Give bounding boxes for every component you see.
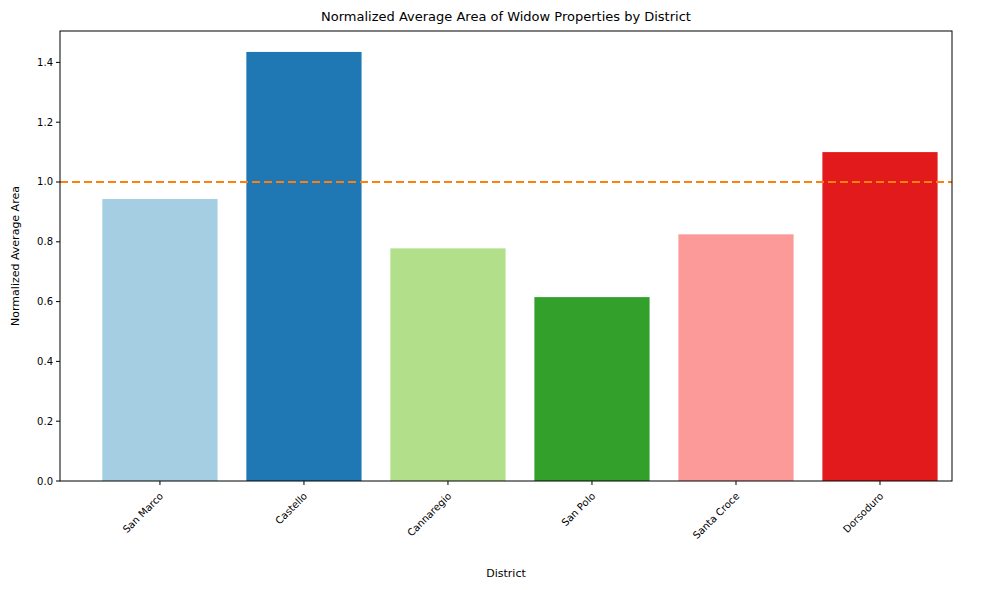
bars <box>60 52 952 481</box>
x-tick <box>735 481 736 485</box>
y-tick-label: 0.0 <box>37 476 53 487</box>
x-tick <box>591 481 592 485</box>
y-tick <box>56 481 60 482</box>
plot-frame <box>60 31 952 481</box>
y-tick <box>56 421 60 422</box>
x-tick-label: San Marco <box>121 490 166 535</box>
y-tick <box>56 122 60 123</box>
x-tick <box>447 481 448 485</box>
y-tick-label: 0.2 <box>37 416 53 427</box>
bar <box>246 52 361 481</box>
y-tick-label: 0.4 <box>37 356 53 367</box>
x-tick-label: Dorsoduro <box>841 490 886 535</box>
y-tick <box>56 241 60 242</box>
y-tick-label: 0.8 <box>37 236 53 247</box>
x-tick-label: Santa Croce <box>691 490 742 541</box>
chart-container: 0.0 0.2 0.4 0.6 0.8 1.0 1.2 1.4 San Marco Castell… <box>0 0 989 590</box>
chart-title: Normalized Average Area of Widow Propert… <box>321 9 691 24</box>
x-tick <box>303 481 304 485</box>
y-tick <box>56 361 60 362</box>
y-tick-label: 1.0 <box>37 176 53 187</box>
bar <box>534 297 649 481</box>
y-tick <box>56 301 60 302</box>
bar <box>822 152 937 481</box>
y-tick-label: 1.2 <box>37 117 53 128</box>
y-tick-label: 1.4 <box>37 57 53 68</box>
x-tick <box>879 481 880 485</box>
y-tick <box>56 62 60 63</box>
bar <box>390 248 505 481</box>
x-tick-label: Castello <box>273 490 309 526</box>
chart-svg: 0.0 0.2 0.4 0.6 0.8 1.0 1.2 1.4 San Marco Castell… <box>0 0 989 590</box>
x-tick-label: San Polo <box>559 490 597 528</box>
y-tick-label: 0.6 <box>37 296 53 307</box>
x-tick <box>159 481 160 485</box>
bar <box>102 199 217 481</box>
x-tick-label: Cannaregio <box>405 490 453 538</box>
bar <box>678 234 793 481</box>
y-axis-label: Normalized Average Area <box>9 186 22 326</box>
background <box>0 0 989 590</box>
x-axis-label: District <box>486 567 526 580</box>
reference-line <box>60 181 952 183</box>
y-tick <box>56 181 60 182</box>
